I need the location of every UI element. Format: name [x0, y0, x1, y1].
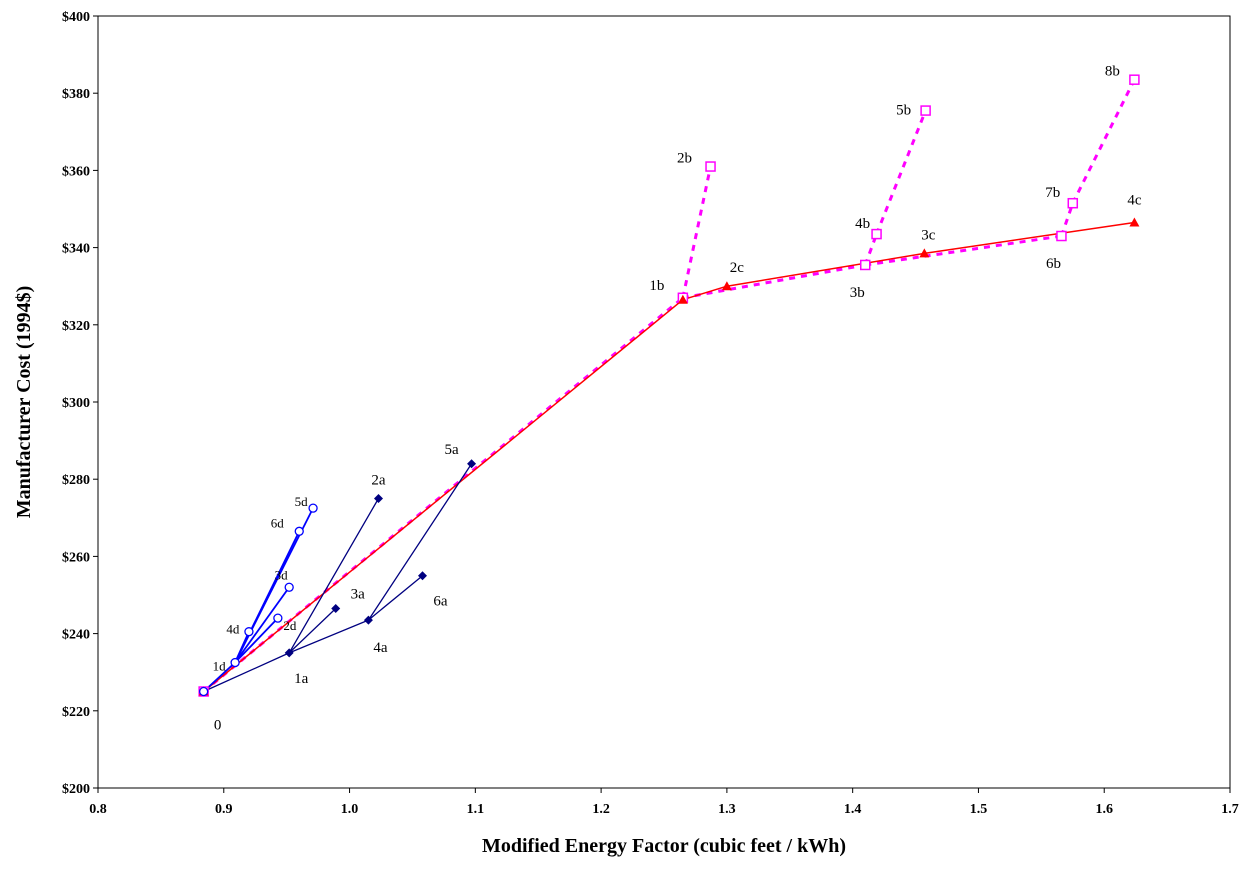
series-c-marker [919, 248, 930, 258]
series-b-line [865, 234, 1062, 267]
point-label-6d: 6d [271, 515, 285, 530]
series-c-line [203, 299, 684, 693]
point-label-5d: 5d [295, 494, 309, 509]
point-label-1a: 1a [294, 671, 309, 687]
series-a-line [288, 619, 369, 654]
y-tick-label: $260 [62, 550, 90, 565]
y-axis-title: Manufacturer Cost (1994$) [13, 286, 35, 519]
y-tick-label: $400 [62, 10, 90, 25]
series-c-marker [1129, 217, 1140, 227]
x-tick-label: 1.7 [1221, 802, 1239, 817]
series-b-marker [1056, 230, 1067, 242]
series-b-marker [1067, 197, 1079, 209]
point-label-3c: 3c [921, 227, 936, 243]
series-a-marker [373, 494, 383, 503]
x-axis-title: Modified Energy Factor (cubic feet / kWh… [482, 835, 846, 857]
series-b-branch-line [1071, 79, 1136, 204]
point-label-5b: 5b [896, 103, 911, 119]
series-c-line [924, 221, 1135, 255]
x-tick-label: 1.5 [970, 802, 988, 817]
series-d-line [234, 586, 290, 664]
point-label-3d: 3d [275, 567, 289, 582]
y-tick-label: $340 [62, 242, 90, 257]
x-tick-label: 1.3 [718, 802, 736, 817]
series-d-line [234, 530, 301, 663]
x-tick-label: 0.8 [89, 802, 107, 817]
series-a-marker [467, 459, 477, 469]
point-label-4b: 4b [855, 216, 870, 232]
point-label-4d: 4d [226, 622, 240, 637]
series-c-line [682, 285, 728, 301]
point-label-1b: 1b [649, 278, 664, 294]
series-a-line [368, 575, 423, 621]
series-a-marker [363, 615, 373, 625]
point-label-4a: 4a [373, 640, 388, 656]
series-b-marker [705, 161, 716, 172]
series-d-marker [294, 526, 304, 536]
y-tick-label: $380 [62, 87, 90, 102]
series-a-marker [331, 604, 341, 614]
y-tick-label: $320 [62, 319, 90, 334]
point-label-3a: 3a [351, 587, 366, 603]
series-a-line [203, 652, 290, 693]
y-tick-label: $240 [62, 628, 90, 643]
series-d-marker [273, 613, 283, 623]
point-label-6b: 6b [1046, 256, 1061, 272]
axis-ticks: $200 $220 $240 $260 $280 $300 $320 $340 $360 $380… [62, 10, 1239, 817]
point-label-1d: 1d [213, 659, 227, 674]
series-a-marker [284, 648, 294, 658]
series-b-marker [1129, 74, 1140, 85]
plot-area [97, 15, 1231, 789]
y-tick-label: $360 [62, 164, 90, 179]
point-label-5a: 5a [444, 442, 459, 458]
point-label-2d: 2d [283, 618, 297, 633]
series-d-marker [284, 582, 294, 592]
x-tick-label: 1.4 [844, 802, 862, 817]
y-tick-label: $300 [62, 396, 90, 411]
point-label-2b: 2b [677, 151, 692, 167]
series-d-marker [308, 503, 318, 513]
point-label-3b: 3b [850, 285, 865, 301]
series-a-line [288, 608, 337, 654]
x-tick-label: 1.1 [467, 802, 485, 817]
series-a-line [367, 463, 473, 621]
series-b-marker [859, 259, 871, 271]
series-d-marker [199, 686, 209, 697]
series-b-marker [871, 228, 882, 240]
series-a-marker [418, 571, 428, 581]
series-c-marker [721, 281, 732, 291]
series-b-branch-line [681, 166, 713, 299]
series-d-marker [244, 627, 254, 637]
series-b-marker [920, 105, 931, 116]
x-tick-label: 1.0 [341, 802, 359, 817]
series-markers [198, 74, 1140, 697]
series-c-line [726, 252, 925, 287]
point-label-2a: 2a [371, 473, 386, 489]
series-a-line [288, 498, 380, 654]
x-tick-label: 0.9 [215, 802, 233, 817]
point-label-2c: 2c [730, 260, 745, 276]
point-label-8b: 8b [1105, 64, 1120, 80]
x-tick-label: 1.2 [592, 802, 610, 817]
y-tick-label: $220 [62, 705, 90, 720]
y-tick-label: $280 [62, 473, 90, 488]
y-tick-label: $200 [62, 782, 90, 797]
series-b-branch-line [1060, 202, 1075, 237]
series-lines [202, 79, 1136, 693]
point-labels: 0 1a 2a 3a 4a 5a 6a 1b 2b 3b 4b 5b 6b 7b 8b 2c 3c 4c 1d 2d 3… [213, 64, 1142, 734]
point-label-4c: 4c [1127, 193, 1142, 209]
x-tick-label: 1.6 [1095, 802, 1113, 817]
series-b-line [682, 263, 866, 300]
series-b-branch-line [875, 110, 928, 235]
point-label-7b: 7b [1045, 185, 1060, 201]
point-label-0: 0 [214, 718, 222, 734]
series-d-marker [230, 657, 240, 668]
series-d-line [234, 617, 279, 664]
series-c-marker [677, 294, 688, 304]
point-label-6a: 6a [433, 594, 448, 610]
series-b-line [202, 296, 684, 693]
